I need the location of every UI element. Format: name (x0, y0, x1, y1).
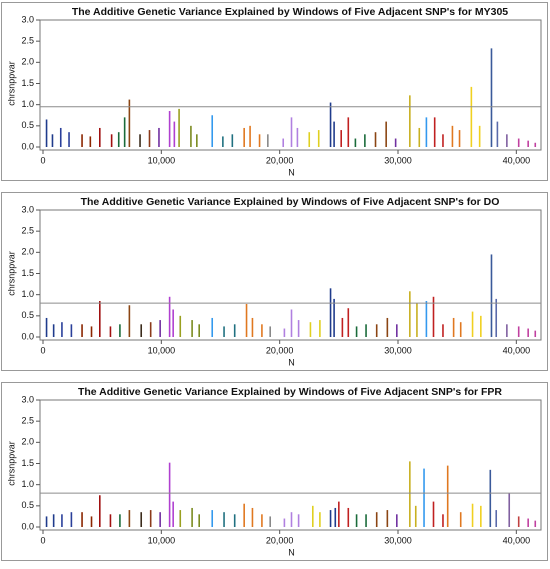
x-tick-label: 0 (40, 535, 45, 545)
y-axis-label: chrsnppvar (6, 251, 16, 296)
chart-title: The Additive Genetic Variance Explained … (81, 196, 500, 208)
x-axis-label: N (288, 547, 295, 557)
x-tick-label: 30,000 (384, 535, 412, 545)
x-tick-label: 0 (40, 345, 45, 355)
y-tick-label: 2.5 (21, 36, 34, 46)
panel-border (1, 382, 548, 561)
chart-title: The Additive Genetic Variance Explained … (72, 6, 508, 18)
x-tick-label: 10,000 (148, 345, 176, 355)
x-tick-label: 40,000 (503, 155, 531, 165)
y-tick-label: 1.5 (21, 268, 34, 278)
y-tick-label: 0.5 (21, 120, 34, 130)
y-tick-label: 1.0 (21, 289, 34, 299)
y-tick-label: 0.5 (21, 310, 34, 320)
y-tick-label: 0.0 (21, 521, 34, 531)
plot-frame (39, 19, 542, 151)
y-tick-label: 1.5 (21, 458, 34, 468)
y-tick-label: 0.0 (21, 141, 34, 151)
x-tick-label: 20,000 (266, 155, 294, 165)
panel-border (1, 2, 548, 181)
y-tick-label: 3.0 (21, 204, 34, 214)
plot-frame (39, 399, 542, 531)
y-tick-label: 0.0 (21, 331, 34, 341)
x-tick-label: 10,000 (148, 535, 176, 545)
plot-frame (39, 209, 542, 341)
x-tick-label: 20,000 (266, 345, 294, 355)
x-axis-label: N (288, 357, 295, 367)
y-axis-label: chrsnppvar (6, 441, 16, 486)
x-tick-label: 40,000 (503, 535, 531, 545)
y-tick-label: 3.0 (21, 14, 34, 24)
y-tick-label: 3.0 (21, 394, 34, 404)
y-tick-label: 1.0 (21, 479, 34, 489)
x-tick-label: 20,000 (266, 535, 294, 545)
y-tick-label: 1.5 (21, 78, 34, 88)
y-tick-label: 0.5 (21, 500, 34, 510)
y-axis-label: chrsnppvar (6, 61, 16, 106)
x-tick-label: 30,000 (384, 345, 412, 355)
x-axis-label: N (288, 167, 295, 177)
y-tick-label: 2.0 (21, 57, 34, 67)
y-tick-label: 2.0 (21, 437, 34, 447)
x-tick-label: 10,000 (148, 155, 176, 165)
x-tick-label: 30,000 (384, 155, 412, 165)
x-tick-label: 40,000 (503, 345, 531, 355)
panel-border (1, 192, 548, 371)
y-tick-label: 2.5 (21, 416, 34, 426)
chart-title: The Additive Genetic Variance Explained … (78, 386, 502, 398)
x-tick-label: 0 (40, 155, 45, 165)
y-tick-label: 2.5 (21, 226, 34, 236)
y-tick-label: 1.0 (21, 99, 34, 109)
y-tick-label: 2.0 (21, 247, 34, 257)
